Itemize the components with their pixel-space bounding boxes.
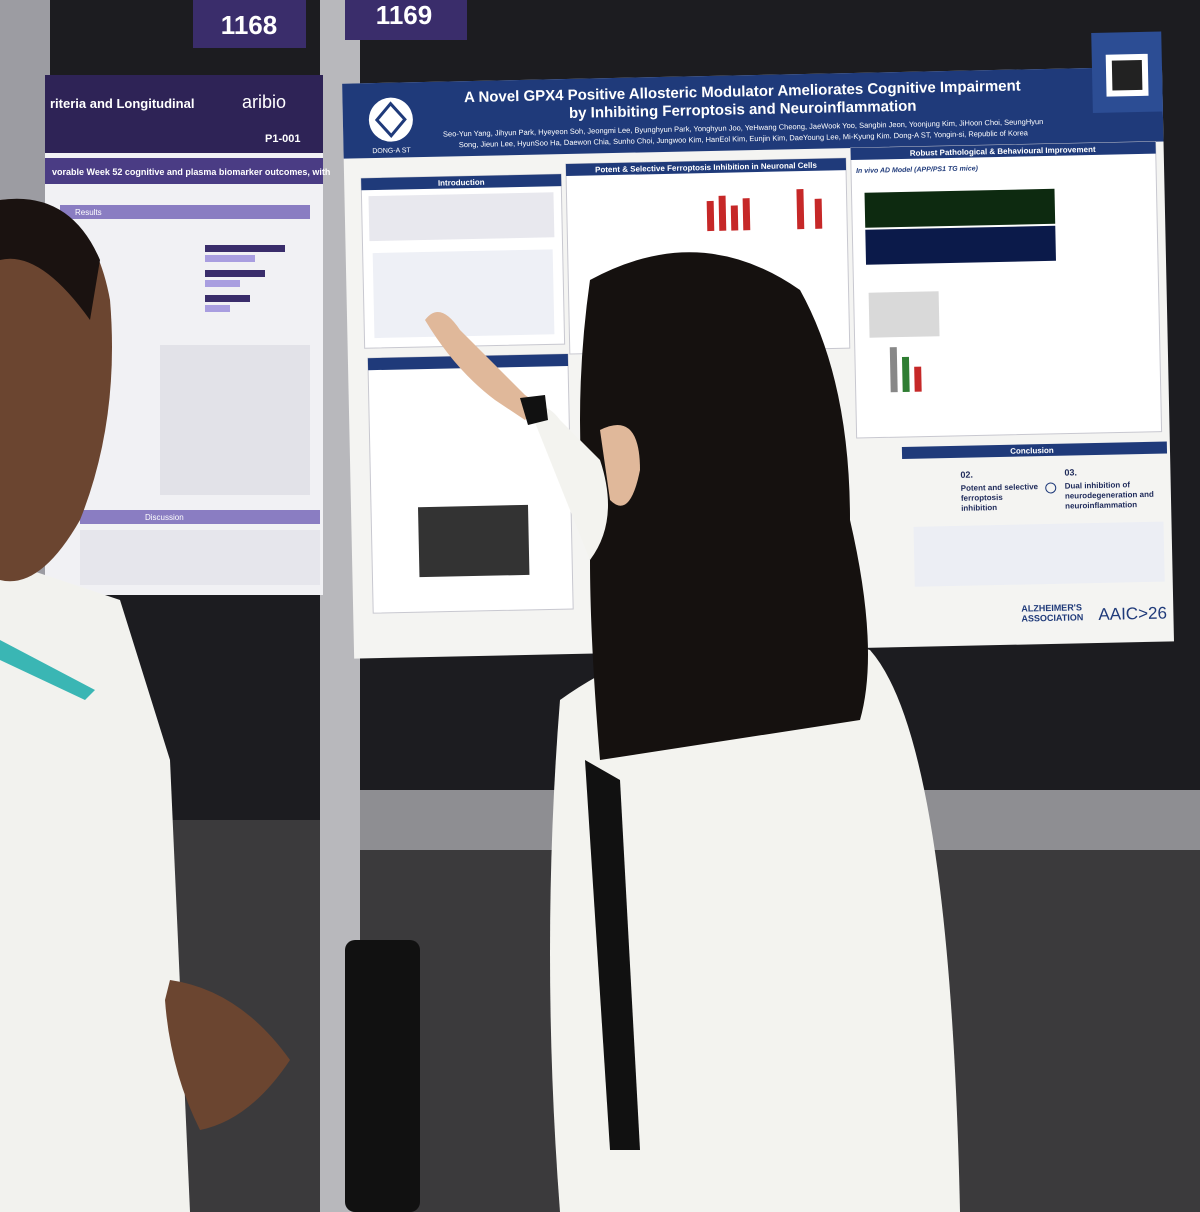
person-woman xyxy=(425,252,960,1212)
conclusion-text: Potent and selective xyxy=(961,482,1039,493)
person-man xyxy=(0,198,290,1212)
association: ALZHEIMER'S xyxy=(1021,602,1082,613)
conclusion-number: 02. xyxy=(960,470,973,480)
conclusion-number: 03. xyxy=(1064,467,1077,477)
conclusion-text: Dual inhibition of xyxy=(1065,480,1131,490)
pole-cover xyxy=(345,940,420,1212)
subtitle: vorable Week 52 cognitive and plasma bio… xyxy=(52,167,330,177)
association: ASSOCIATION xyxy=(1021,612,1083,623)
section-header: Robust Pathological & Behavioural Improv… xyxy=(910,145,1096,158)
conclusion-text: ferroptosis xyxy=(961,493,1004,503)
conclusion-text: inhibition xyxy=(961,503,997,513)
subsection: In vivo AD Model (APP/PS1 TG mice) xyxy=(856,165,979,175)
logo: DONG-A ST xyxy=(372,147,411,155)
conclusion-text: neurodegeneration and xyxy=(1065,490,1154,501)
booth-sign xyxy=(345,0,467,40)
booth-number: 1169 xyxy=(376,0,432,30)
section-header: Conclusion xyxy=(1010,446,1054,456)
logo: aribio xyxy=(242,92,286,112)
section-header: Discussion xyxy=(145,513,184,522)
conclusion-text: neuroinflammation xyxy=(1065,500,1137,511)
poster-title: riteria and Longitudinal xyxy=(50,96,194,111)
booth-sign xyxy=(193,0,306,48)
section-header: Introduction xyxy=(438,178,485,188)
meeting: AAIC>26 xyxy=(1098,604,1167,624)
poster-code: P1-001 xyxy=(265,133,300,145)
booth-number: 1168 xyxy=(221,10,277,40)
section-header: Results xyxy=(75,208,102,217)
